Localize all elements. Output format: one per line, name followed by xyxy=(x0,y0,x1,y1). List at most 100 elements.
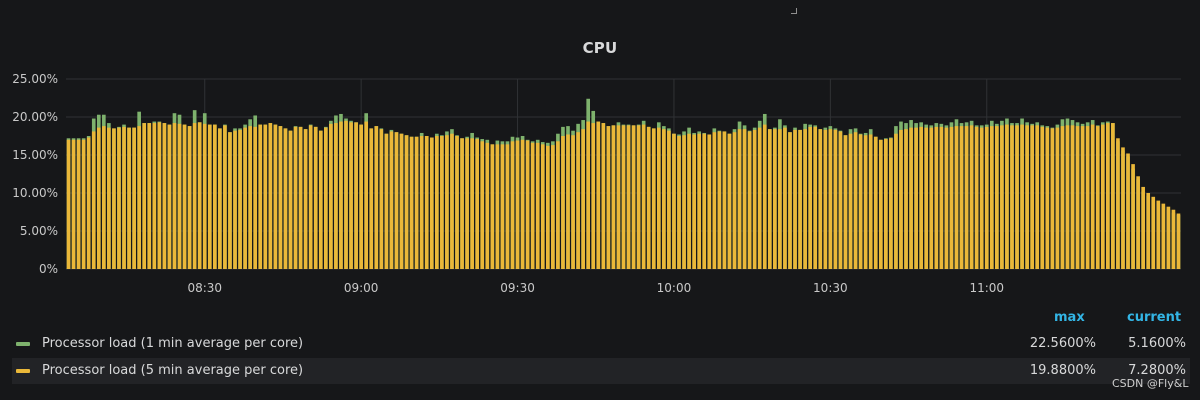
bar-5min xyxy=(344,120,348,269)
bar-5min xyxy=(364,121,369,269)
bar-5min xyxy=(1030,125,1034,269)
bar-5min xyxy=(1161,203,1166,269)
x-tick-label: 09:30 xyxy=(500,281,535,295)
bar-5min xyxy=(465,138,469,269)
bar-5min xyxy=(71,139,76,269)
legend-max-header[interactable]: max xyxy=(1054,310,1085,325)
legend-row-1min[interactable]: Processor load (1 min average per core) … xyxy=(12,331,1190,357)
bar-5min xyxy=(717,131,722,269)
bar-5min xyxy=(263,124,268,269)
bar-5min xyxy=(878,139,883,269)
bar-5min xyxy=(1100,124,1105,269)
bar-5min xyxy=(409,136,414,269)
bar-5min xyxy=(485,142,490,269)
bar-5min xyxy=(808,126,812,269)
bar-5min xyxy=(81,139,86,269)
x-tick-label: 10:00 xyxy=(657,281,692,295)
bar-5min xyxy=(616,125,621,269)
bar-5min xyxy=(813,126,818,269)
bar-5min xyxy=(228,132,232,269)
bar-5min xyxy=(712,132,717,269)
bar-5min xyxy=(611,125,616,269)
bar-5min xyxy=(989,126,994,270)
legend-current-header[interactable]: current xyxy=(1127,310,1182,325)
legend-max-1min: 22.5600% xyxy=(1029,336,1096,351)
bar-5min xyxy=(1141,186,1145,269)
bar-5min xyxy=(324,127,328,269)
bar-5min xyxy=(202,123,207,269)
x-tick-label: 10:30 xyxy=(813,281,848,295)
bar-5min xyxy=(1005,124,1009,269)
bar-5min xyxy=(495,144,500,269)
bar-5min xyxy=(884,139,888,269)
bar-5min xyxy=(747,131,752,269)
bar-5min xyxy=(122,126,126,269)
bar-5min xyxy=(91,131,96,269)
bar-5min xyxy=(187,126,192,270)
bar-5min xyxy=(207,124,212,269)
bar-5min xyxy=(621,125,626,269)
bar-5min xyxy=(1080,126,1085,270)
bar-5min xyxy=(167,124,172,269)
legend-label-1min[interactable]: Processor load (1 min average per core) xyxy=(42,336,304,351)
bar-5min xyxy=(334,123,338,269)
bar-5min xyxy=(404,135,409,269)
bar-5min xyxy=(1045,127,1050,269)
bar-5min xyxy=(1131,164,1135,269)
bar-5min xyxy=(298,126,303,269)
bar-5min xyxy=(66,139,71,269)
bar-5min xyxy=(737,129,742,269)
bar-5min xyxy=(424,136,429,269)
y-tick-label: 0% xyxy=(39,262,58,276)
bar-5min xyxy=(1121,147,1125,269)
bar-5min xyxy=(853,132,858,269)
bar-5min xyxy=(848,133,853,269)
bar-5min xyxy=(450,133,454,269)
bar-5min xyxy=(838,131,843,269)
panel-title[interactable]: CPU xyxy=(582,39,618,57)
bar-5min xyxy=(258,124,263,269)
bar-5min xyxy=(858,134,863,269)
bar-5min xyxy=(248,126,252,270)
bar-5min xyxy=(692,134,696,269)
series-5min-swatch-icon[interactable] xyxy=(16,369,30,373)
x-tick-label: 11:00 xyxy=(969,281,1004,295)
bar-5min xyxy=(1060,126,1065,270)
resize-handle-icon[interactable] xyxy=(791,8,797,14)
bar-5min xyxy=(213,124,217,269)
bar-5min xyxy=(182,124,187,269)
bar-5min xyxy=(732,132,737,269)
bar-5min xyxy=(757,127,762,269)
bar-5min xyxy=(445,135,449,269)
bar-5min xyxy=(384,133,389,269)
bar-5min xyxy=(1176,213,1181,269)
bar-5min xyxy=(576,132,580,269)
bar-5min xyxy=(944,127,949,269)
bar-5min xyxy=(586,121,590,269)
bar-5min xyxy=(571,135,575,269)
bar-5min xyxy=(339,121,343,269)
bar-5min xyxy=(591,123,596,269)
bar-5min xyxy=(798,129,802,269)
bar-5min xyxy=(863,135,868,269)
bar-5min xyxy=(1106,123,1110,269)
bar-5min xyxy=(172,123,177,269)
bar-5min xyxy=(626,125,631,269)
legend-row-5min[interactable]: Processor load (5 min average per core) … xyxy=(12,358,1190,384)
bar-5min xyxy=(379,129,384,269)
bar-5min xyxy=(293,126,298,269)
bar-5min xyxy=(354,122,358,269)
bar-5min xyxy=(253,126,258,269)
bar-5min xyxy=(389,131,394,269)
series-1min-swatch-icon[interactable] xyxy=(16,342,30,346)
legend-label-5min[interactable]: Processor load (5 min average per core) xyxy=(42,363,304,378)
y-tick-label: 20.00% xyxy=(12,110,58,124)
bar-5min xyxy=(440,136,444,269)
bar-5min xyxy=(535,142,540,269)
bar-5min xyxy=(399,133,404,269)
bar-5min xyxy=(102,126,106,270)
bar-5min xyxy=(238,129,242,269)
bar-5min xyxy=(682,135,686,269)
bar-5min xyxy=(455,136,459,269)
bar-5min xyxy=(767,129,772,269)
